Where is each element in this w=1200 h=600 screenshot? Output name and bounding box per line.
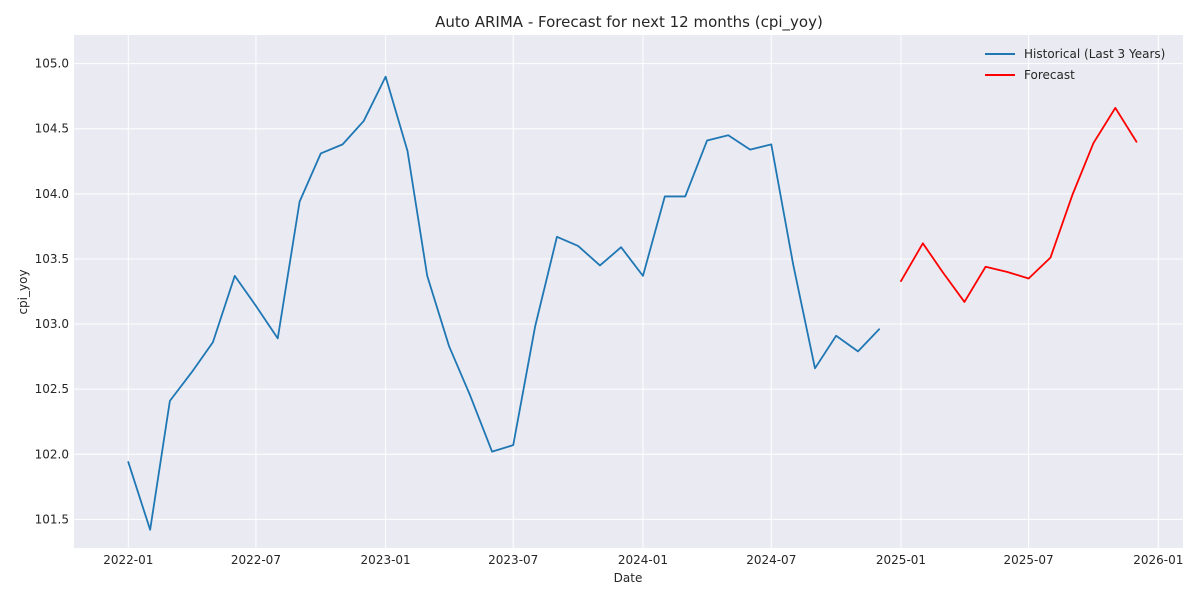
data-point (663, 194, 667, 198)
x-tick-label: 2023-07 (488, 553, 538, 567)
x-tick-label: 2025-01 (876, 553, 926, 567)
data-point (319, 151, 323, 155)
y-tick-label: 102.0 (35, 447, 69, 461)
data-point (834, 334, 838, 338)
x-tick-label: 2025-07 (1004, 553, 1054, 567)
data-point (598, 263, 602, 267)
data-point (405, 149, 409, 153)
data-point (921, 241, 925, 245)
data-point (362, 119, 366, 123)
x-tick-label: 2022-01 (103, 553, 153, 567)
x-tick-label: 2024-07 (746, 553, 796, 567)
data-point (1134, 140, 1138, 144)
data-point (748, 148, 752, 152)
legend-label-historical: Historical (Last 3 Years) (1024, 47, 1165, 61)
y-tick-label: 104.0 (35, 187, 69, 201)
data-point (813, 366, 817, 370)
data-point (490, 450, 494, 454)
x-axis-label: Date (614, 571, 643, 585)
data-point (468, 394, 472, 398)
grid (74, 35, 1183, 548)
data-point (1005, 270, 1009, 274)
historical-line (127, 75, 881, 531)
data-point (769, 142, 773, 146)
x-tick-label: 2024-01 (618, 553, 668, 567)
y-tick-label: 102.5 (35, 382, 69, 396)
chart-title: Auto ARIMA - Forecast for next 12 months… (435, 13, 823, 32)
x-tick-label: 2026-01 (1133, 553, 1183, 567)
data-point (576, 244, 580, 248)
data-point (190, 370, 194, 374)
x-tick-label: 2022-07 (231, 553, 281, 567)
data-point (148, 528, 152, 532)
data-point (1091, 141, 1095, 145)
data-point (254, 304, 258, 308)
data-point (683, 194, 687, 198)
data-point (791, 262, 795, 266)
plot-area (74, 35, 1183, 548)
data-point (168, 399, 172, 403)
series-layer (126, 75, 1138, 532)
data-point (511, 443, 515, 447)
data-point (984, 265, 988, 269)
data-point (726, 133, 730, 137)
forecast-line (900, 107, 1138, 303)
data-point (856, 349, 860, 353)
legend: Historical (Last 3 Years) Forecast (985, 47, 1165, 82)
data-point (447, 344, 451, 348)
data-point (962, 300, 966, 304)
y-tick-label: 104.5 (35, 122, 69, 136)
data-point (211, 340, 215, 344)
data-point (276, 336, 280, 340)
data-point (641, 274, 645, 278)
y-tick-label: 103.5 (35, 252, 69, 266)
data-point (1027, 276, 1031, 280)
y-tick-label: 103.0 (35, 317, 69, 331)
data-point (555, 235, 559, 239)
data-point (425, 274, 429, 278)
data-point (619, 245, 623, 249)
data-point (1048, 256, 1052, 260)
data-point (899, 279, 903, 283)
y-tick-label: 105.0 (35, 57, 69, 71)
data-point (877, 327, 881, 331)
y-axis-label: cpi_yoy (16, 269, 30, 314)
data-point (298, 200, 302, 204)
data-point (533, 325, 537, 329)
y-tick-labels: 101.5 102.0 102.5 103.0 103.5 104.0 104.5 105.0 (35, 57, 69, 527)
y-tick-label: 101.5 (35, 512, 69, 526)
x-tick-labels: 2022-01 2022-07 2023-01 2023-07 2024-01 2024-… (103, 553, 1183, 567)
data-point (705, 138, 709, 142)
data-point (384, 75, 388, 79)
x-tick-label: 2023-01 (361, 553, 411, 567)
data-point (1113, 106, 1117, 110)
data-point (126, 460, 130, 464)
legend-label-forecast: Forecast (1024, 68, 1075, 82)
data-point (341, 142, 345, 146)
data-point (941, 270, 945, 274)
data-point (233, 274, 237, 278)
data-point (1070, 193, 1074, 197)
